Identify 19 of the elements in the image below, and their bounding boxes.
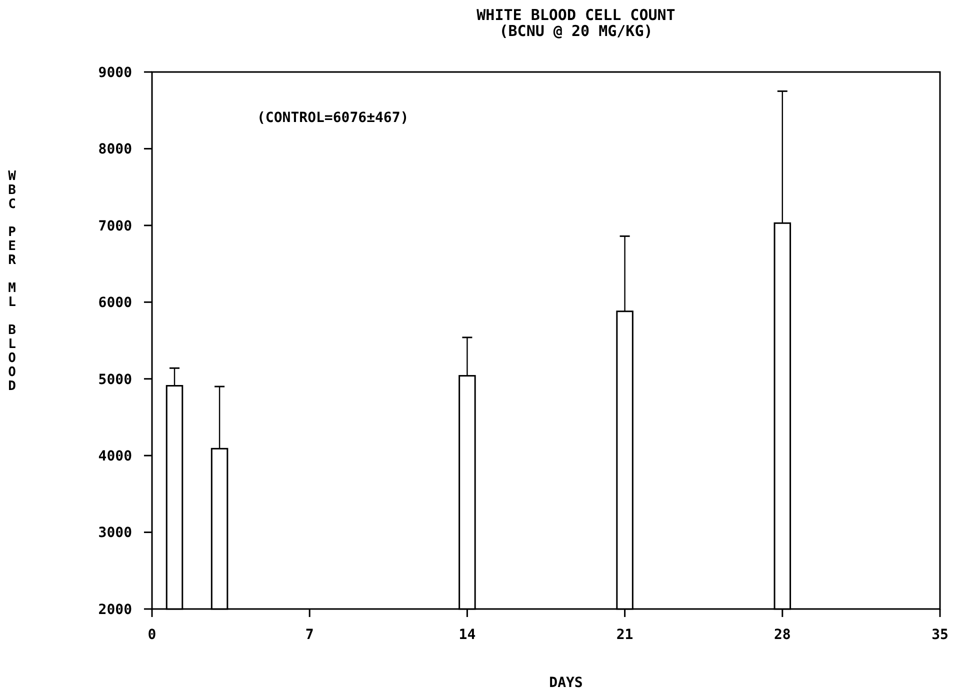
- y-tick-label: 4000: [98, 448, 132, 464]
- text: WBC PER ML BLOOD: [8, 169, 16, 394]
- x-tick-label: 21: [616, 627, 634, 643]
- y-tick-label: 8000: [98, 142, 132, 158]
- x-axis-title: DAYS: [549, 675, 583, 691]
- x-tick-label: 28: [774, 627, 791, 643]
- y-tick-label: 7000: [98, 218, 132, 234]
- chart-subtitle: (BCNU @ 20 MG/KG): [499, 22, 653, 40]
- y-tick-label: 6000: [98, 295, 132, 312]
- annotation: (CONTROL=6076±467): [257, 110, 409, 126]
- x-tick-label: 7: [305, 627, 314, 643]
- chart-title: WHITE BLOOD CELL COUNT: [476, 6, 676, 24]
- y-tick-label: 2000: [98, 602, 132, 618]
- y-tick-label: 3000: [98, 525, 132, 542]
- y-tick-label: 9000: [98, 64, 132, 81]
- y-tick-label: 5000: [98, 372, 132, 388]
- x-tick-label: 0: [148, 627, 156, 643]
- x-tick-label: 35: [932, 627, 948, 643]
- x-tick-label: 14: [458, 627, 476, 643]
